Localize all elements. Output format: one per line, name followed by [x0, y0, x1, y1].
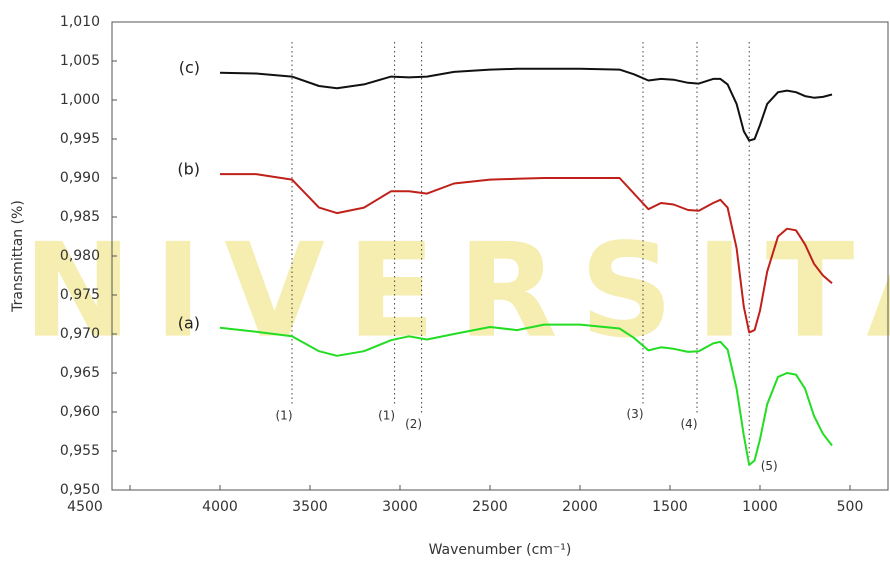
y-axis-label: Transmittan (%): [10, 200, 26, 313]
x-tick-label: 2000: [562, 499, 598, 515]
x-tick-label: 3500: [292, 499, 328, 515]
y-tick-label: 1,005: [60, 53, 100, 69]
y-tick-label: 0,980: [60, 248, 100, 264]
y-tick-label: 0,985: [60, 209, 100, 225]
series-line: [219, 323, 833, 466]
x-tick-label: 2500: [472, 499, 508, 515]
x-tick-label: 3000: [382, 499, 418, 515]
y-tick-label: 0,970: [60, 326, 100, 342]
y-tick-label: 0,965: [60, 365, 100, 381]
x-tick-label: 1500: [652, 499, 688, 515]
y-tick-label: 0,990: [60, 170, 100, 186]
annotation: (2): [405, 417, 422, 431]
y-tick-label: 0,950: [60, 482, 100, 498]
annotation: (4): [681, 417, 698, 431]
y-tick-label: 1,010: [60, 14, 100, 30]
series-line: [219, 67, 833, 142]
x-tick-label: 1000: [742, 499, 778, 515]
series-label: (c): [179, 58, 200, 77]
y-tick-label: 0,955: [60, 443, 100, 459]
annotation: (1): [276, 408, 293, 422]
x-tick-label: 4500: [67, 499, 103, 515]
annotation: (1): [378, 408, 395, 422]
watermark: UNIVERSITAS: [0, 215, 890, 367]
x-tick-label: 4000: [202, 499, 238, 515]
y-tick-label: 0,975: [60, 287, 100, 303]
series-line: [220, 173, 833, 334]
y-tick-label: 1,000: [60, 92, 100, 108]
y-tick-label: 0,995: [60, 131, 100, 147]
series-label: (a): [178, 313, 200, 332]
series-label: (b): [177, 160, 200, 179]
x-tick-label: 500: [837, 499, 864, 515]
x-axis-label: Wavenumber (cm⁻¹): [429, 542, 572, 558]
y-tick-label: 0,960: [60, 404, 100, 420]
annotation: (3): [627, 407, 644, 421]
annotation: (5): [761, 459, 778, 473]
